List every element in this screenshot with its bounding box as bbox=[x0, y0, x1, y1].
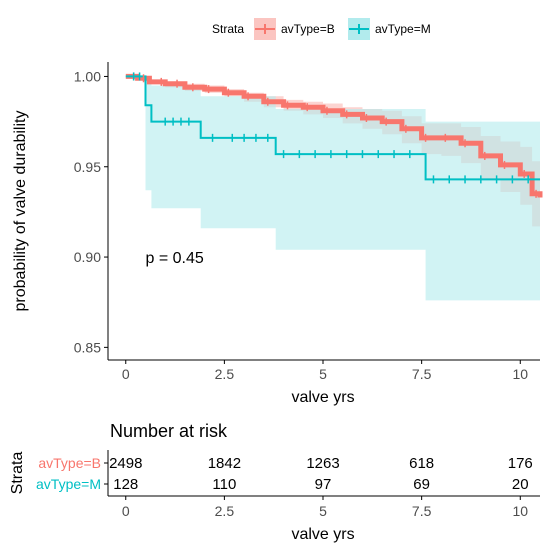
survival-curves bbox=[125, 73, 543, 198]
y-tick-label-2: 0.95 bbox=[74, 159, 101, 175]
risk-cell-0-0: 2498 bbox=[109, 455, 142, 472]
survival-line-1 bbox=[125, 75, 540, 181]
legend-label-b: avType=B bbox=[281, 22, 335, 36]
risk-cell-0-2: 1263 bbox=[306, 455, 339, 472]
risk-table-strata-label: Strata bbox=[9, 452, 26, 495]
p-value-annotation: p = 0.45 bbox=[145, 250, 203, 267]
risk-x-tick-label-3: 7.5 bbox=[412, 503, 432, 519]
risk-x-tick-label-2: 5 bbox=[319, 503, 327, 519]
y-tick-label-1: 0.90 bbox=[74, 249, 101, 265]
x-tick-label-3: 7.5 bbox=[412, 366, 432, 382]
risk-table: Number at risk Strata avType=B 2498 1842 12… bbox=[9, 421, 540, 543]
risk-x-tick-label-4: 10 bbox=[512, 503, 528, 519]
censor-marks bbox=[132, 72, 537, 198]
risk-cell-1-0: 128 bbox=[113, 476, 138, 493]
legend-entry-m: avType=M bbox=[348, 18, 431, 40]
survival-plot: 0.85 0.90 0.95 1.00 0 2.5 5 7.5 10 valve yrs pr… bbox=[12, 62, 543, 406]
x-axis-label: valve yrs bbox=[291, 389, 354, 406]
risk-cell-1-3: 69 bbox=[413, 476, 430, 493]
risk-cell-1-4: 20 bbox=[512, 476, 529, 493]
x-tick-label-1: 2.5 bbox=[215, 366, 235, 382]
risk-cell-0-4: 176 bbox=[508, 455, 533, 472]
x-tick-label-4: 10 bbox=[512, 366, 528, 382]
x-axis-ticks: 0 2.5 5 7.5 10 bbox=[122, 360, 528, 382]
risk-x-tick-label-0: 0 bbox=[122, 503, 130, 519]
survival-line-0 bbox=[125, 73, 543, 198]
confidence-band-1 bbox=[125, 76, 541, 301]
legend: Strata avType=B avType=M bbox=[212, 18, 431, 40]
risk-cell-1-1: 110 bbox=[212, 476, 236, 493]
confidence-bands bbox=[125, 76, 541, 301]
y-tick-label-3: 1.00 bbox=[74, 68, 101, 84]
risk-cell-0-1: 1842 bbox=[208, 455, 241, 472]
y-axis-label: probability of valve durability bbox=[12, 111, 29, 312]
y-tick-label-0: 0.85 bbox=[74, 339, 101, 355]
legend-entry-b: avType=B bbox=[254, 18, 335, 40]
risk-table-x-ticks: 0 2.5 5 7.5 10 bbox=[122, 496, 528, 519]
x-tick-label-2: 5 bbox=[319, 366, 327, 382]
risk-cell-0-3: 618 bbox=[409, 455, 434, 472]
legend-title: Strata bbox=[212, 22, 244, 36]
x-tick-label-0: 0 bbox=[122, 366, 130, 382]
legend-label-m: avType=M bbox=[375, 22, 431, 36]
risk-x-tick-label-1: 2.5 bbox=[215, 503, 235, 519]
risk-row-label-1: avType=M bbox=[36, 476, 101, 492]
risk-table-rows: avType=B 2498 1842 1263 618 176 avType=M 128 110… bbox=[36, 455, 533, 493]
y-axis-ticks: 0.85 0.90 0.95 1.00 bbox=[74, 68, 108, 355]
risk-cell-1-2: 97 bbox=[315, 476, 332, 493]
risk-row-label-0: avType=B bbox=[38, 455, 101, 471]
risk-table-title: Number at risk bbox=[110, 421, 228, 441]
risk-table-x-axis-label: valve yrs bbox=[291, 526, 354, 543]
